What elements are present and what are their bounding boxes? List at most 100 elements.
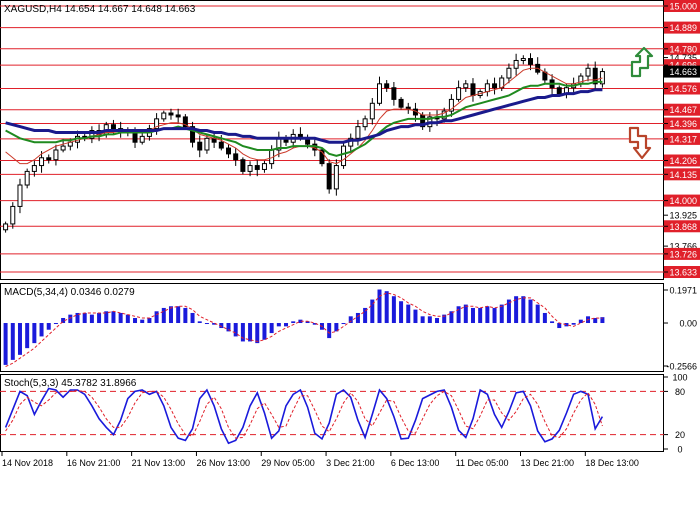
candle-body bbox=[391, 87, 397, 100]
macd-bar bbox=[82, 312, 87, 324]
candle-body bbox=[60, 145, 66, 151]
candle-body bbox=[355, 126, 361, 139]
macd-bar bbox=[269, 323, 274, 334]
ma-line-slow bbox=[5, 88, 603, 144]
candle-body bbox=[17, 184, 23, 207]
time-tick-label: 6 Dec 13:00 bbox=[391, 458, 440, 468]
candle-body bbox=[154, 118, 160, 130]
macd-bar bbox=[46, 323, 51, 330]
price-tick-label: 13.868 bbox=[669, 222, 697, 232]
macd-bar bbox=[255, 323, 260, 344]
macd-bar bbox=[348, 316, 353, 324]
macd-bar bbox=[68, 314, 73, 324]
level-label-box bbox=[664, 42, 700, 55]
macd-bar bbox=[204, 323, 209, 325]
macd-bar bbox=[147, 317, 152, 324]
stoch-line-main bbox=[4, 387, 604, 445]
candle-body bbox=[456, 87, 462, 100]
macd-panel-frame bbox=[0, 283, 664, 372]
candle-body bbox=[254, 165, 260, 170]
macd-tick-label: -0.2566 bbox=[666, 362, 697, 372]
candle-body bbox=[326, 163, 332, 190]
macd-bar bbox=[125, 314, 130, 324]
price-tick-label: 14.135 bbox=[669, 170, 697, 180]
macd-bar bbox=[406, 304, 411, 324]
candle-body bbox=[31, 165, 37, 172]
macd-bar bbox=[435, 317, 440, 324]
candle-body bbox=[492, 83, 498, 89]
price-panel-frame bbox=[0, 0, 664, 280]
macd-bar bbox=[291, 321, 296, 324]
macd-bar bbox=[39, 323, 44, 337]
candle-body bbox=[190, 126, 196, 143]
macd-bar bbox=[248, 323, 253, 342]
macd-signal-line bbox=[5, 292, 603, 368]
macd-bar bbox=[3, 323, 8, 365]
macd-bar bbox=[600, 317, 605, 324]
stoch-tick-label: 20 bbox=[675, 430, 685, 440]
macd-bar bbox=[276, 323, 281, 327]
price-tick-label: 13.766 bbox=[669, 242, 697, 252]
macd-bar bbox=[427, 316, 432, 324]
candle-body bbox=[3, 223, 9, 231]
time-axis: 14 Nov 2018 16 Nov 21:00 21 Nov 13:00 26 No… bbox=[1, 452, 639, 468]
candle-body bbox=[341, 145, 347, 167]
macd-bar bbox=[370, 299, 375, 324]
macd-bar bbox=[219, 323, 224, 329]
macd-bar bbox=[89, 314, 94, 324]
price-tick-label: 14.000 bbox=[669, 196, 697, 206]
candle-body bbox=[377, 83, 382, 104]
macd-bar bbox=[168, 306, 173, 324]
macd-bar bbox=[75, 312, 80, 324]
macd-bar bbox=[492, 307, 497, 324]
price-tick-label: 13.633 bbox=[669, 268, 697, 278]
candle-body bbox=[233, 153, 239, 161]
macd-bar bbox=[514, 296, 519, 324]
macd-bar bbox=[341, 323, 346, 325]
macd-bar bbox=[284, 323, 289, 327]
arrow-down-icon bbox=[628, 126, 652, 160]
macd-bar bbox=[456, 306, 461, 324]
stoch-tick-label: 100 bbox=[672, 373, 687, 383]
stoch-tick-label: 0 bbox=[677, 445, 682, 455]
candle-body bbox=[513, 59, 519, 69]
price-tick-label: 14.780 bbox=[669, 44, 697, 54]
macd-bar bbox=[197, 321, 202, 324]
macd-bar bbox=[262, 323, 267, 340]
candle-body bbox=[599, 71, 605, 85]
current-price-label: 14.663 bbox=[669, 67, 697, 77]
candle-body bbox=[585, 67, 591, 77]
macd-bar bbox=[240, 323, 245, 342]
current-price-label-box bbox=[664, 65, 700, 78]
moving-average-lines bbox=[5, 67, 603, 165]
candle-body bbox=[168, 112, 174, 116]
candle-body bbox=[132, 131, 138, 143]
macd-bar bbox=[25, 323, 30, 349]
candle-body bbox=[261, 163, 267, 170]
time-tick-label: 3 Dec 21:00 bbox=[326, 458, 375, 468]
level-label-box bbox=[664, 247, 700, 260]
macd-bar bbox=[535, 304, 540, 324]
level-label-box bbox=[664, 103, 700, 116]
macd-bar bbox=[528, 299, 533, 324]
macd-bar bbox=[61, 317, 66, 324]
candle-body bbox=[484, 83, 490, 93]
macd-bar bbox=[140, 319, 145, 324]
candle-body bbox=[369, 102, 375, 120]
candle-body bbox=[240, 159, 246, 172]
macd-bar bbox=[161, 307, 166, 324]
time-tick-label: 13 Dec 21:00 bbox=[521, 458, 575, 468]
level-label-box bbox=[664, 220, 700, 233]
candle-body bbox=[520, 58, 526, 61]
price-tick-label: 15.000 bbox=[669, 2, 697, 12]
stoch-title: Stoch(5,3,3) 45.3782 31.8966 bbox=[4, 378, 137, 389]
time-tick-label: 26 Nov 13:00 bbox=[196, 458, 250, 468]
macd-bar bbox=[133, 317, 138, 324]
macd-bar bbox=[176, 306, 181, 324]
macd-bar bbox=[233, 323, 238, 337]
price-tick-label: 14.317 bbox=[669, 134, 697, 144]
level-label-box bbox=[664, 117, 700, 130]
stoch-line-signal bbox=[5, 390, 603, 439]
price-axis: 15.00014.88914.78014.73514.69614.66314.5… bbox=[664, 0, 700, 278]
